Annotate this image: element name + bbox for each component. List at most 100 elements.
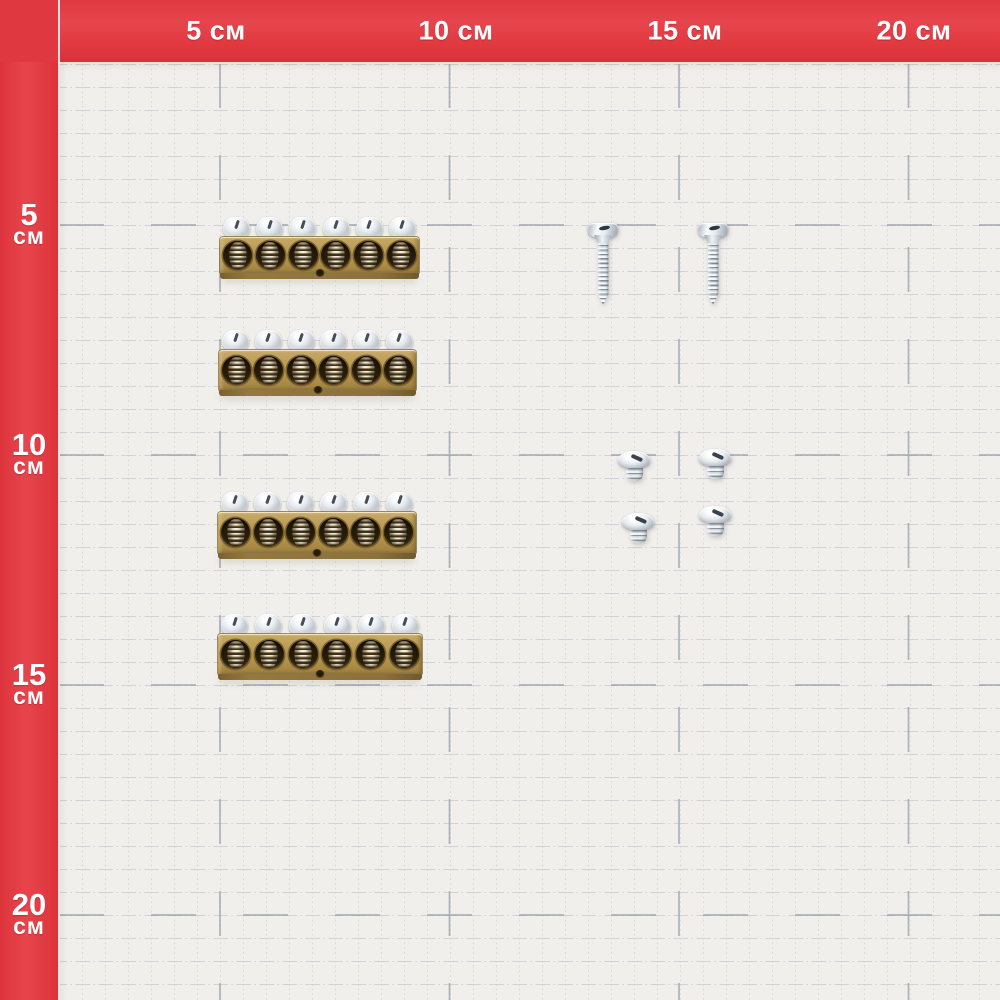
screw-thread xyxy=(392,241,410,269)
screw-thread xyxy=(362,640,380,668)
screw-thread xyxy=(325,356,343,384)
ruler-top-label: 10 см xyxy=(418,15,494,46)
terminal-screw-head xyxy=(386,492,413,514)
terminal-block-1 xyxy=(220,217,419,279)
screw-thread xyxy=(324,519,342,546)
ruler-left-value: 5 xyxy=(20,196,38,232)
brass-bar-face xyxy=(218,634,422,674)
terminal-screw-head xyxy=(256,217,284,239)
terminal-block-4 xyxy=(218,614,422,680)
terminal-screw-head xyxy=(287,492,314,514)
terminal-screw-head xyxy=(223,217,250,239)
mounting-hole xyxy=(315,269,324,277)
terminal-hole xyxy=(356,639,386,669)
terminal-screw-head xyxy=(357,614,385,636)
screw-thread xyxy=(360,241,378,269)
terminal-hole xyxy=(321,240,351,270)
screw-shank xyxy=(629,528,647,543)
mounting-hole xyxy=(313,386,322,394)
terminal-hole-row xyxy=(221,512,413,553)
mounting-screw-long xyxy=(698,223,728,305)
screw-thread xyxy=(292,356,310,384)
screw-thread xyxy=(327,241,345,269)
screw-thread xyxy=(227,640,244,668)
ruler-top-label: 20 см xyxy=(876,15,952,46)
ruler-top-label: 15 см xyxy=(647,15,723,46)
terminal-screw-head xyxy=(222,330,249,352)
terminal-screw-head xyxy=(254,330,282,352)
screw-shaft xyxy=(597,243,609,305)
screw-thread xyxy=(228,356,245,384)
screw-head xyxy=(699,449,731,466)
terminal-hole-row xyxy=(221,634,419,674)
ruler-top-label: 5 см xyxy=(186,15,246,46)
terminal-hole xyxy=(286,355,316,385)
ruler-left-label: 20 см xyxy=(12,889,46,940)
terminal-hole xyxy=(319,355,349,385)
screw-head xyxy=(698,223,728,237)
terminal-screw-head xyxy=(320,330,348,352)
screw-thread xyxy=(357,519,375,546)
screw-thread xyxy=(389,519,407,546)
brass-bar-side xyxy=(219,386,416,396)
terminal-hole xyxy=(383,518,413,547)
terminal-hole xyxy=(222,355,251,385)
ruler-corner xyxy=(0,0,58,62)
screw-neck xyxy=(704,235,722,244)
terminal-screw-head xyxy=(289,614,317,636)
ruler-left-value: 15 xyxy=(11,656,47,692)
mounting-hole xyxy=(315,670,325,678)
terminal-screw-head xyxy=(385,330,413,352)
screw-thread xyxy=(328,640,346,668)
ruler-left-unit: см xyxy=(13,683,45,710)
ruler-top-band: 5 см 10 см 15 см 20 см xyxy=(0,0,1000,64)
brass-bar-side xyxy=(218,549,416,559)
terminal-screw-head-row xyxy=(221,492,413,514)
terminal-screw-head xyxy=(287,330,315,352)
mounting-screw-short xyxy=(699,449,731,479)
screw-neck xyxy=(594,235,612,244)
terminal-hole xyxy=(383,355,413,385)
terminal-screw-head xyxy=(353,492,380,514)
screw-thread xyxy=(229,241,246,269)
terminal-screw-head xyxy=(391,614,419,636)
screw-thread xyxy=(357,356,375,384)
ruler-left-label: 10 см xyxy=(11,426,47,480)
terminal-screw-head xyxy=(355,217,383,239)
terminal-block-3 xyxy=(218,492,416,559)
terminal-screw-head xyxy=(255,614,283,636)
ruler-left-band: 5 см 10 см 15 см 20 см xyxy=(0,0,60,1000)
ruler-left-value: 10 xyxy=(11,426,47,462)
ruler-left-unit: см xyxy=(13,913,45,940)
terminal-screw-head xyxy=(320,492,347,514)
screw-shaft xyxy=(707,243,719,305)
terminal-screw-head xyxy=(388,217,416,239)
screw-shank xyxy=(706,521,724,536)
brass-bar-face xyxy=(220,237,419,273)
screw-shank xyxy=(706,464,724,479)
screw-thread xyxy=(294,241,312,269)
screw-thread xyxy=(260,640,278,668)
terminal-hole xyxy=(221,518,250,547)
terminal-hole xyxy=(389,639,419,669)
screw-thread xyxy=(260,356,278,384)
terminal-screw-head xyxy=(221,614,248,636)
screw-thread xyxy=(395,640,413,668)
terminal-screw-head xyxy=(323,614,351,636)
terminal-screw-head xyxy=(322,217,350,239)
terminal-hole xyxy=(223,240,252,270)
terminal-block-2 xyxy=(219,330,416,396)
screw-thread xyxy=(389,356,407,384)
ruler-left-unit: см xyxy=(13,223,45,250)
mounting-hole xyxy=(312,549,322,557)
terminal-screw-head-row xyxy=(223,217,416,239)
brass-bar-face xyxy=(218,512,416,553)
screw-shank xyxy=(625,466,643,481)
terminal-screw-head xyxy=(289,217,317,239)
measurement-grid xyxy=(58,62,1000,1000)
ruler-left-label: 5 см xyxy=(13,196,45,250)
ruler-left-unit: см xyxy=(13,453,45,480)
brass-bar-side xyxy=(218,670,422,680)
screw-thread xyxy=(259,519,277,546)
screw-thread xyxy=(227,519,244,546)
